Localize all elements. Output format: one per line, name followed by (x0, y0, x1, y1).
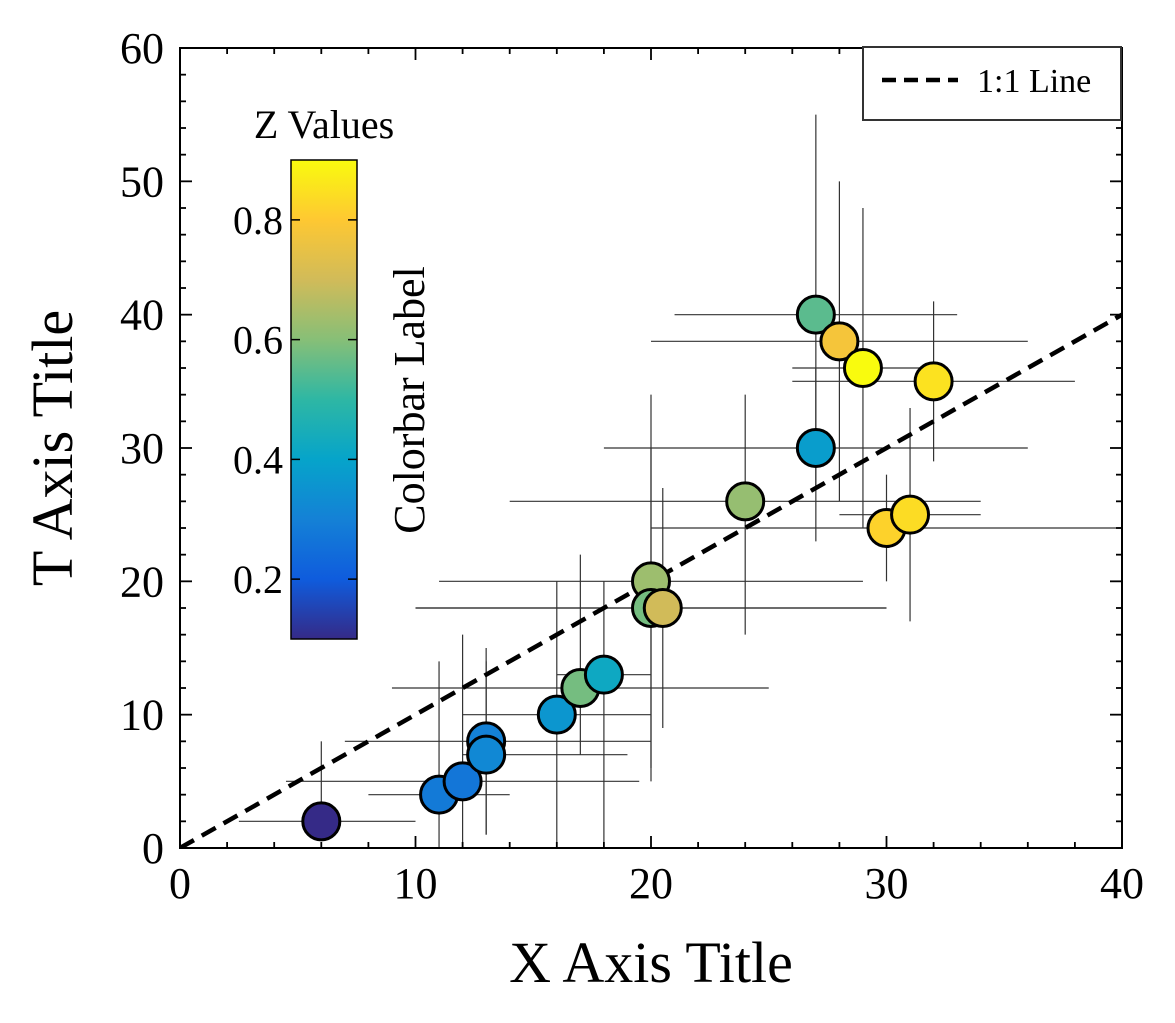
colorbar-ticks: 0.2 0.4 0.6 0.8 (233, 198, 357, 602)
colorbar-tick-label: 0.8 (233, 198, 283, 243)
colorbar-tick-label: 0.4 (233, 437, 283, 482)
x-tick-label: 0 (169, 859, 191, 908)
y-tick-label: 30 (120, 424, 164, 473)
x-tick-label: 40 (1100, 859, 1144, 908)
x-tick-label: 20 (629, 859, 673, 908)
colorbar-title: Z Values (254, 102, 394, 147)
y-tick-label: 10 (120, 691, 164, 740)
x-axis-title: X Axis Title (509, 930, 793, 995)
data-point-13 (819, 321, 860, 362)
colorbar-tick-label: 0.6 (233, 318, 283, 363)
colorbar: Z Values Colorbar Label 0.2 0.4 0.6 0.8 (233, 102, 434, 640)
one-to-one-line (180, 312, 1122, 848)
data-point-10 (642, 588, 683, 628)
data-point-12 (795, 294, 836, 335)
data-point-16 (795, 428, 836, 468)
error-bars (238, 114, 1122, 848)
data-point-5 (536, 694, 577, 735)
legend: 1:1 Line (862, 46, 1122, 121)
colorbar-tick-label: 0.2 (233, 557, 283, 602)
data-point-14 (842, 348, 883, 388)
colorbar-label: Colorbar Label (385, 266, 434, 534)
data-point-18 (890, 494, 931, 535)
reference-line (180, 312, 1122, 848)
data-point-0 (301, 801, 342, 842)
y-tick-label: 20 (120, 557, 164, 606)
y-tick-label: 0 (142, 824, 164, 873)
x-tick-label: 30 (865, 859, 909, 908)
y-tick-label: 60 (120, 24, 164, 73)
colorbar-gradient (290, 159, 358, 640)
data-point-2 (442, 761, 483, 802)
data-point-11 (725, 481, 766, 522)
data-points (301, 294, 954, 842)
legend-box (862, 46, 1122, 121)
axis-ticks: 0 10 20 30 40 0 10 20 30 40 50 60 (120, 24, 1144, 908)
y-tick-label: 40 (120, 291, 164, 340)
legend-label: 1:1 Line (977, 63, 1091, 100)
data-point-4 (466, 734, 507, 775)
data-point-15 (913, 361, 954, 402)
x-tick-label: 10 (394, 859, 438, 908)
y-tick-label: 50 (120, 157, 164, 206)
data-point-7 (583, 654, 624, 695)
y-axis-title: T Axis Title (20, 310, 85, 586)
